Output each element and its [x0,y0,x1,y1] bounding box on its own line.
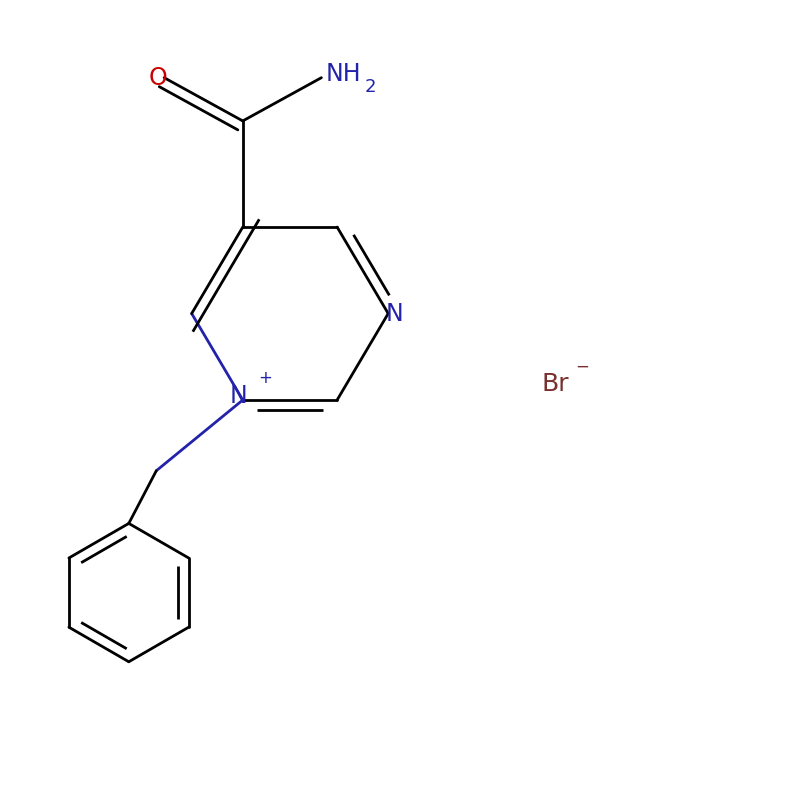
Text: −: − [575,358,590,376]
Text: N: N [386,302,403,326]
Text: 2: 2 [364,78,376,96]
Text: +: + [258,369,272,387]
Text: N: N [230,384,248,408]
Text: O: O [149,66,167,90]
Text: NH: NH [326,62,361,86]
Text: Br: Br [542,372,569,396]
